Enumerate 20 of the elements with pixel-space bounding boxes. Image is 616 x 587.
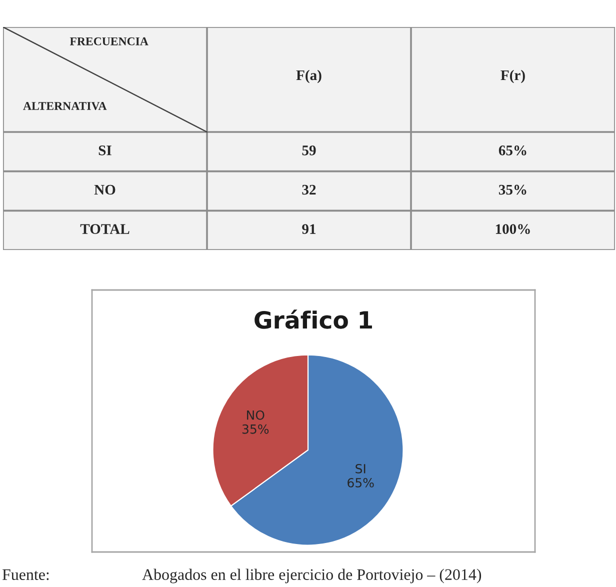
text: 65%	[498, 145, 526, 156]
source-note: Fuente:	[2, 569, 49, 580]
category-label: F(a)	[296, 70, 322, 84]
text: 100%	[496, 224, 530, 234]
data-label: 65%	[348, 478, 374, 488]
data-label: 35%	[242, 424, 269, 434]
text: 91	[302, 224, 316, 234]
category-label: SI	[98, 146, 112, 156]
slice-label: SI	[356, 464, 366, 474]
text: 59	[302, 146, 316, 156]
chart-title: Gráfico 1	[254, 310, 372, 329]
text: 35%	[498, 184, 526, 195]
text: ALTERNATIVA	[23, 102, 107, 110]
text: Abogados en el libre ejercicio de Portoviejo – (2014)	[142, 568, 482, 584]
category-label: TOTAL	[80, 224, 130, 234]
text: FRECUENCIA	[70, 37, 148, 46]
slice-label: NO	[247, 410, 264, 420]
text: 32	[302, 184, 316, 195]
category-label: NO	[94, 184, 116, 195]
category-label: F(r)	[500, 70, 525, 84]
